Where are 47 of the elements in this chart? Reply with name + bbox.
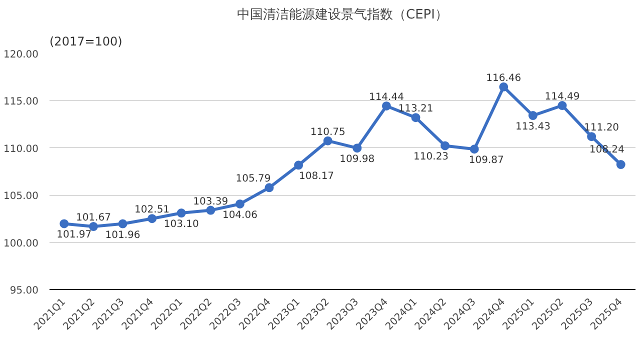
- point: [176, 208, 186, 218]
- data-label: 109.98: [340, 154, 375, 166]
- point: [206, 206, 216, 215]
- point: [294, 160, 304, 170]
- data-label: 111.20: [584, 122, 620, 134]
- data-label: 108.17: [299, 171, 334, 182]
- point: [88, 222, 98, 232]
- data-label: 113.43: [515, 122, 550, 133]
- point: [587, 132, 596, 142]
- point: [528, 111, 538, 120]
- y-tick-label: 105.00: [4, 191, 39, 202]
- data-label: 103.10: [164, 219, 199, 230]
- text: (2017=100): [50, 34, 122, 48]
- point: [616, 160, 626, 170]
- point: [558, 101, 567, 110]
- point: [323, 136, 332, 146]
- data-label: 105.79: [236, 174, 271, 185]
- y-tick-label: 95.00: [10, 286, 39, 296]
- data-label: 101.96: [105, 230, 140, 241]
- point: [440, 141, 450, 150]
- data-label: 104.06: [222, 210, 258, 221]
- point: [411, 113, 420, 122]
- chart-title: 中国清洁能源建设景气指数（CEPI）: [237, 8, 448, 22]
- y-tick-label: 100.00: [4, 238, 39, 250]
- data-label: 109.87: [468, 155, 504, 166]
- data-label: 113.21: [398, 104, 434, 115]
- point: [499, 82, 508, 92]
- point: [118, 219, 128, 228]
- data-label: 114.49: [544, 92, 580, 103]
- data-label: 101.67: [76, 212, 111, 224]
- data-label: 110.23: [414, 152, 449, 163]
- y-tick-label: 115.00: [4, 96, 39, 108]
- point: [382, 101, 391, 110]
- point: [264, 183, 274, 192]
- y-tick-label: 120.00: [4, 50, 39, 60]
- point: [470, 144, 479, 154]
- data-label: 116.46: [486, 72, 522, 84]
- y-tick-label: 110.00: [4, 144, 39, 155]
- data-label: 110.75: [310, 126, 346, 138]
- point: [60, 219, 69, 228]
- point: [352, 144, 362, 153]
- point: [235, 199, 244, 208]
- point: [148, 214, 157, 224]
- data-label: 102.51: [134, 204, 170, 216]
- data-label: 114.44: [368, 92, 404, 103]
- data-label: 103.39: [193, 196, 228, 208]
- data-label: 101.97: [56, 230, 92, 241]
